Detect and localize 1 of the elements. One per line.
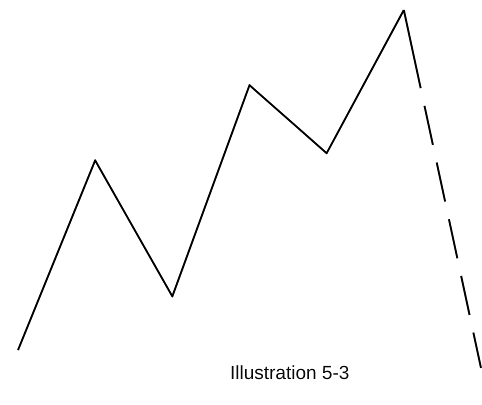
annotation: Illustration 5-3	[230, 363, 350, 384]
